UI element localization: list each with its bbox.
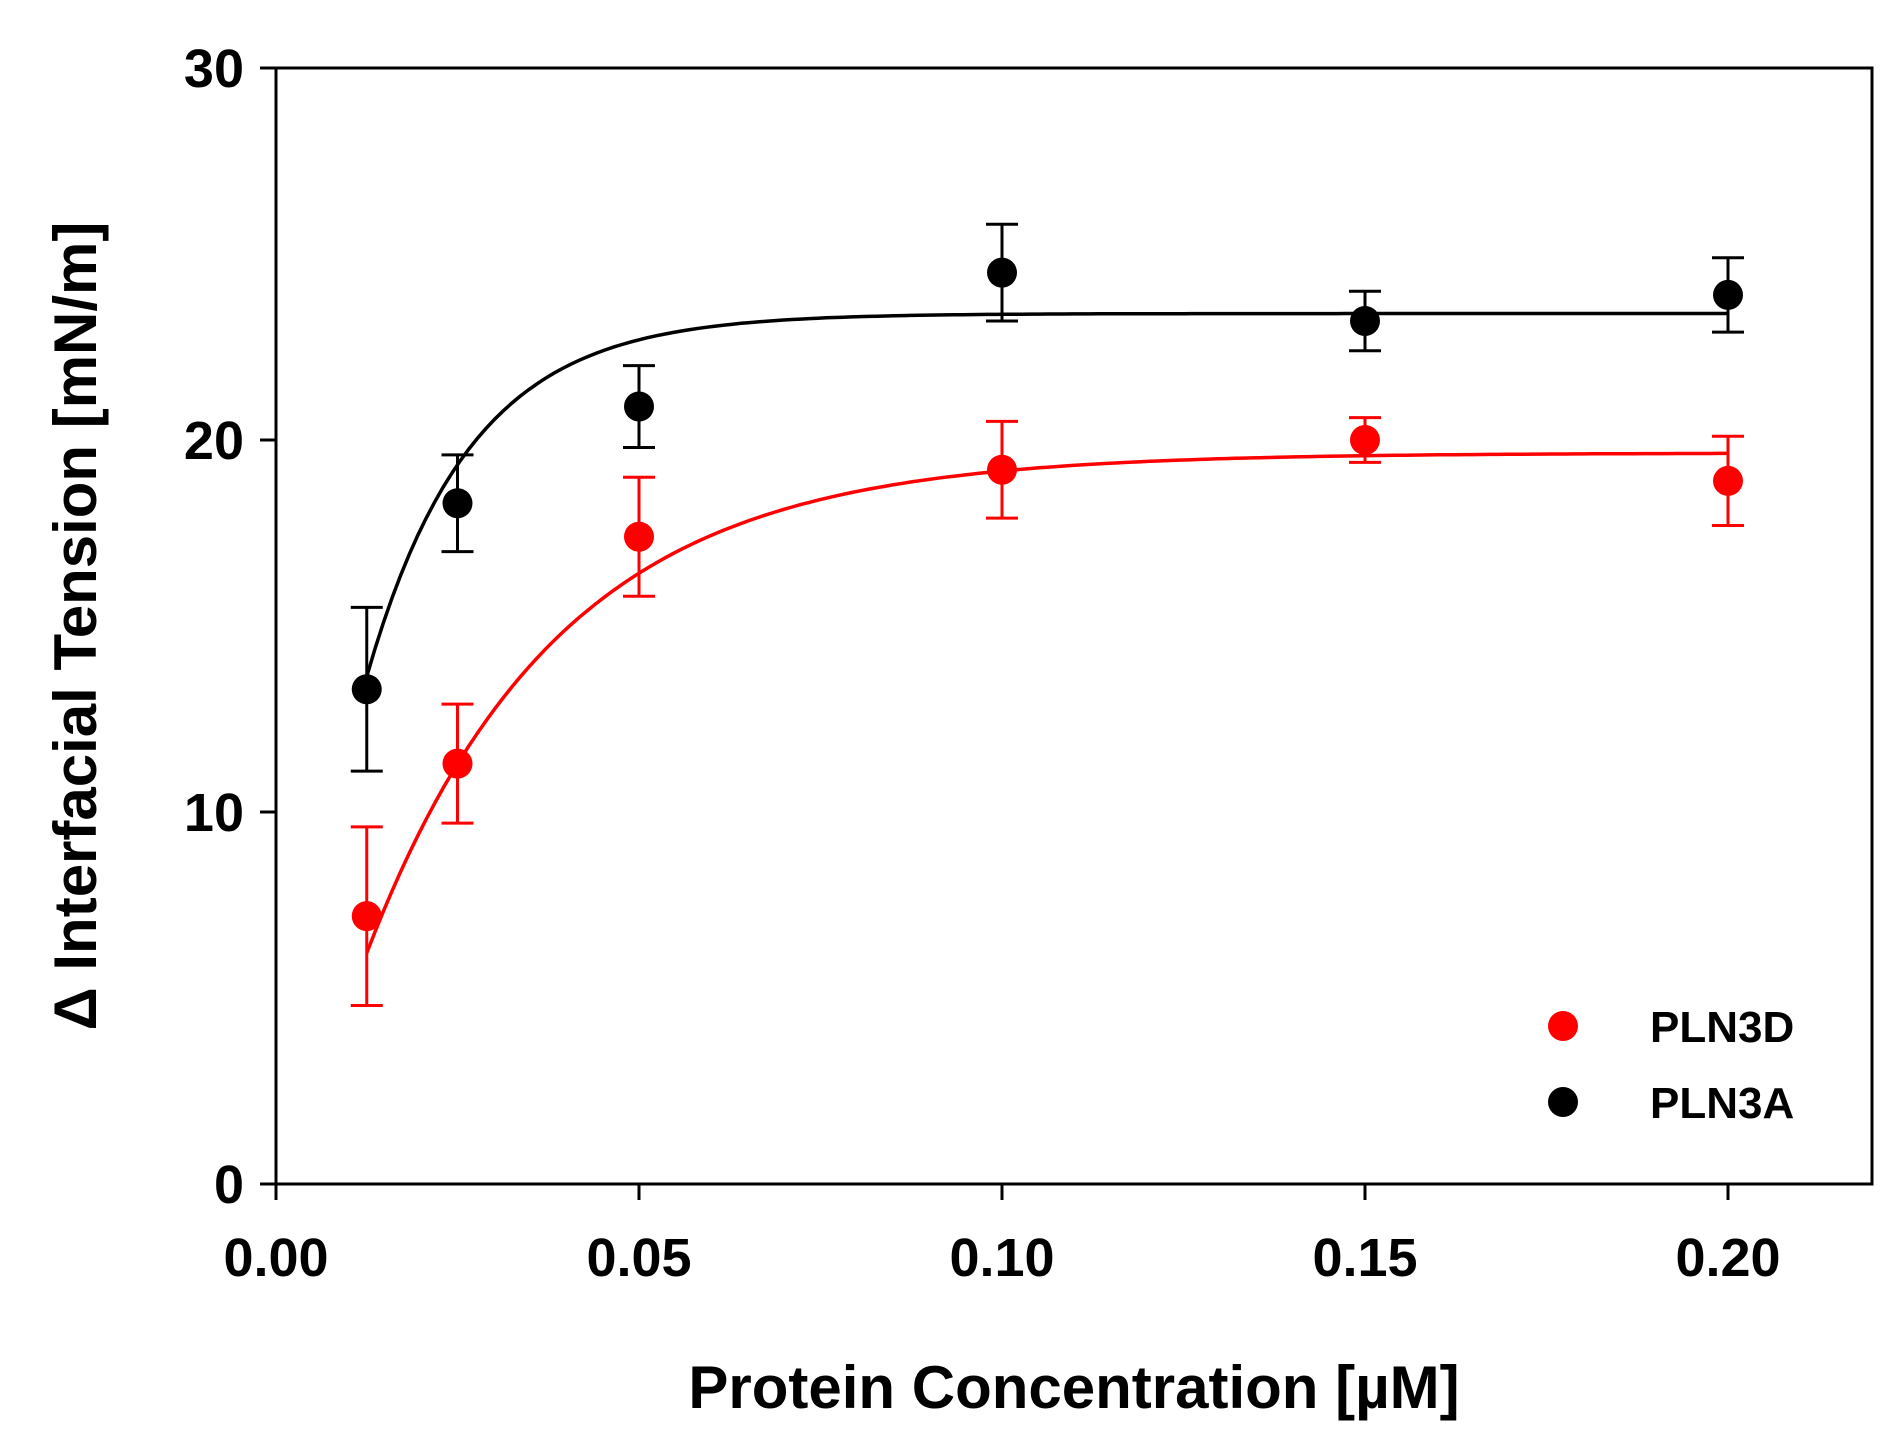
legend-label-pln3a: PLN3A [1650,1079,1794,1128]
y-tick-label: 20 [184,411,244,471]
x-tick-label: 0.15 [1312,1228,1417,1288]
data-point-pln3a [1350,305,1380,336]
data-point-pln3d [1713,465,1743,496]
x-tick-label: 0.20 [1675,1228,1780,1288]
data-point-pln3d [351,901,382,932]
y-tick-label: 30 [184,39,244,99]
legend-marker-pln3d [1548,1011,1578,1041]
legend-label-pln3d: PLN3D [1650,1003,1794,1052]
plot-frame [274,66,1874,1186]
data-point-pln3a [351,674,382,705]
error-bars [350,222,1744,1007]
y-tick-label: 0 [214,1155,244,1215]
data-point-pln3a [624,391,654,422]
x-tick-label: 0.05 [586,1228,691,1288]
fit-curve-pln3a [365,311,1728,677]
data-point-pln3d [624,521,654,552]
data-points [351,257,1743,932]
legend-marker-pln3a [1548,1087,1578,1117]
data-point-pln3a [1713,279,1743,310]
axis-ticks: 0.00 0.05 0.10 0.15 0.20 0 10 20 30 [184,39,1781,1288]
data-point-pln3d [1350,425,1380,455]
data-point-pln3d [987,454,1017,485]
fit-curve-pln3d [365,451,1728,954]
y-axis-title: Δ Interfacial Tension [mN/m] [42,222,109,1031]
x-tick-label: 0.00 [223,1228,328,1288]
data-point-pln3a [442,488,473,519]
data-point-pln3a [987,257,1017,288]
x-axis-title: Protein Concentration [µM] [688,1354,1459,1421]
legend: PLN3D PLN3A [1548,1003,1794,1128]
data-point-pln3d [442,748,473,779]
y-tick-label: 10 [184,783,244,843]
x-tick-label: 0.10 [949,1228,1054,1288]
fit-curves [365,311,1728,954]
